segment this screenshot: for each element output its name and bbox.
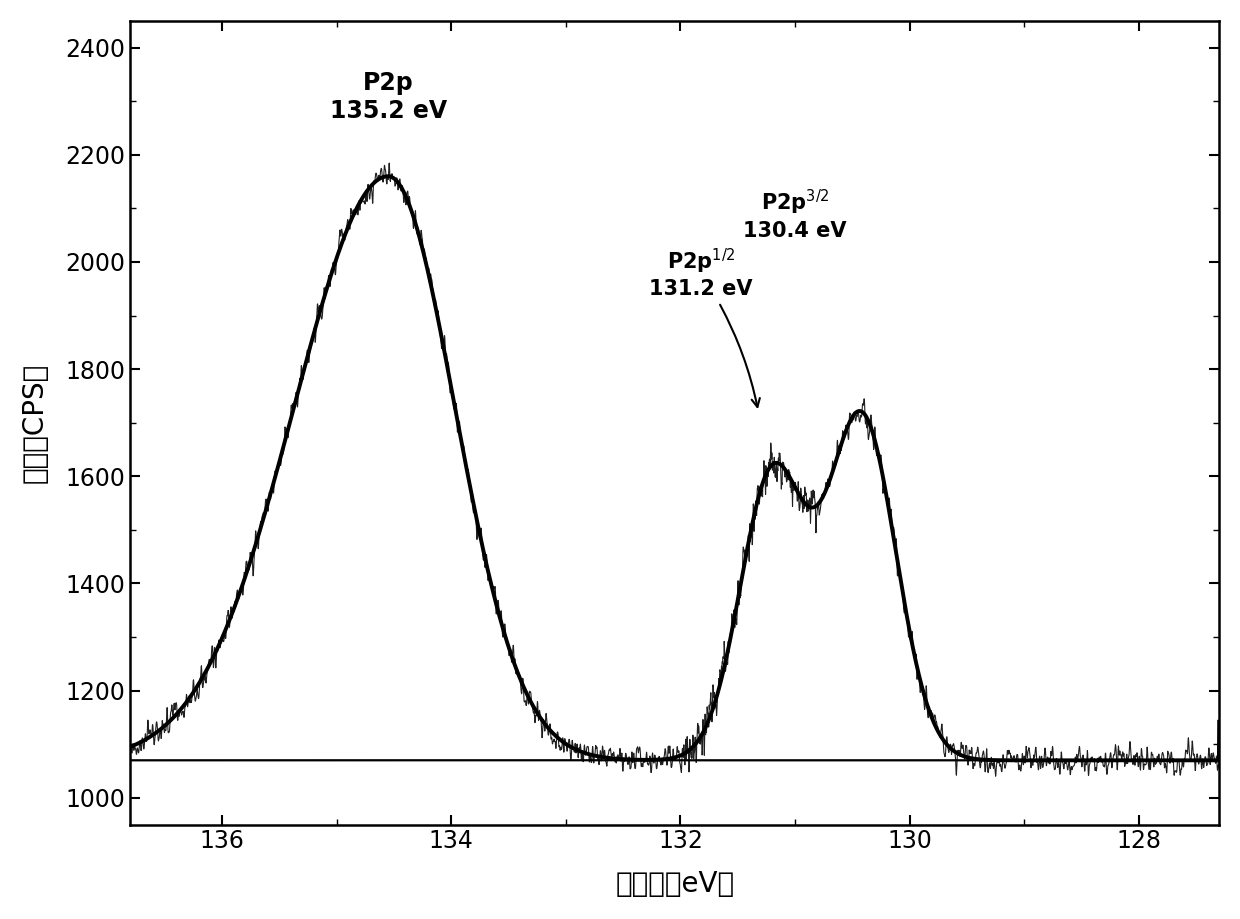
Y-axis label: 强度（CPS）: 强度（CPS） [21,363,48,482]
Text: P2p$^{1/2}$
131.2 eV: P2p$^{1/2}$ 131.2 eV [650,247,760,407]
Text: P2p
135.2 eV: P2p 135.2 eV [330,71,446,122]
X-axis label: 结合能（eV）: 结合能（eV） [615,870,734,898]
Text: P2p$^{3/2}$
130.4 eV: P2p$^{3/2}$ 130.4 eV [743,188,847,241]
